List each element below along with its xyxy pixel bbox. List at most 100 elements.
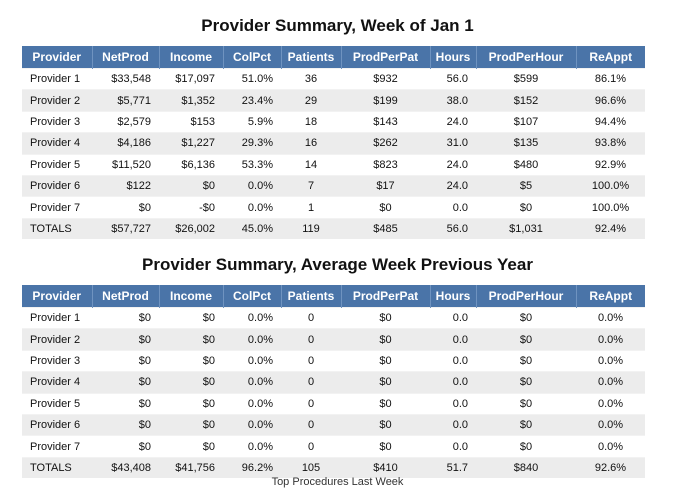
table-cell: 0.0% <box>576 392 645 415</box>
table-cell: Provider 3 <box>22 349 92 372</box>
table-cell: Provider 5 <box>22 153 92 176</box>
table-cell: $840 <box>476 456 576 479</box>
table-cell: $6,136 <box>159 153 223 176</box>
table-cell: 0.0% <box>223 349 281 372</box>
table1-col-header: NetProd <box>92 46 160 69</box>
table-cell: $0 <box>341 392 430 415</box>
table-cell: 94.4% <box>576 110 645 133</box>
table-cell: 16 <box>281 132 341 155</box>
table1-col-header: ProdPerPat <box>341 46 431 69</box>
table2-col-header: ColPct <box>223 285 282 308</box>
table-cell: 0 <box>281 435 341 458</box>
table-row: Provider 4 $4,186 $1,227 29.3% 16 $262 31.0 $13… <box>22 132 645 155</box>
table-cell: $0 <box>476 306 576 329</box>
table-cell: 0.0 <box>430 328 476 351</box>
table-row: Provider 1 $33,548 $17,097 51.0% 36 $932 56.0 $… <box>22 67 645 90</box>
table-cell: 86.1% <box>576 67 645 90</box>
table-cell: $107 <box>476 110 576 133</box>
table-cell: 7 <box>281 174 341 197</box>
table-cell: $153 <box>159 110 223 133</box>
table-cell: 92.9% <box>576 153 645 176</box>
table-cell: 0.0% <box>576 349 645 372</box>
table-cell: 0.0% <box>223 328 281 351</box>
table-cell: $17,097 <box>159 67 223 90</box>
table-cell: 96.6% <box>576 89 645 112</box>
table-cell: $2,579 <box>92 110 159 133</box>
table-cell: 0.0 <box>430 371 476 394</box>
table-cell: 31.0 <box>430 132 476 155</box>
table-cell: 0.0% <box>223 392 281 415</box>
table-cell: $0 <box>92 413 159 436</box>
table1-col-header: Patients <box>281 46 342 69</box>
table-row: Provider 1 $0 $0 0.0% 0 $0 0.0 $0 0.0% <box>22 306 645 329</box>
table-cell: 0.0% <box>223 371 281 394</box>
table2-col-header: NetProd <box>92 285 160 308</box>
table-cell: $0 <box>92 392 159 415</box>
table-cell: 56.0 <box>430 217 476 240</box>
table2-body: Provider 1 $0 $0 0.0% 0 $0 0.0 $0 0.0% Provider 2… <box>22 306 645 479</box>
table-cell: 5.9% <box>223 110 281 133</box>
table-cell: 0.0 <box>430 349 476 372</box>
table-cell: $11,520 <box>92 153 159 176</box>
table-cell: $5,771 <box>92 89 159 112</box>
table1-body: Provider 1 $33,548 $17,097 51.0% 36 $932 56.0 $… <box>22 67 645 240</box>
table-cell: $0 <box>92 371 159 394</box>
table-cell: $0 <box>92 435 159 458</box>
table-cell: $0 <box>159 413 223 436</box>
table-cell: 0.0% <box>576 413 645 436</box>
provider-summary-prev-year-table: Provider NetProd Income ColPct Patients ProdP… <box>22 285 645 479</box>
table-cell: $135 <box>476 132 576 155</box>
table-cell: $0 <box>341 306 430 329</box>
table-cell: $0 <box>159 328 223 351</box>
table-cell: 38.0 <box>430 89 476 112</box>
table-row: Provider 7 $0 -$0 0.0% 1 $0 0.0 $0 100.0% <box>22 196 645 219</box>
table2-col-header: Patients <box>281 285 342 308</box>
table-row: Provider 4 $0 $0 0.0% 0 $0 0.0 $0 0.0% <box>22 371 645 394</box>
table-cell: 105 <box>281 456 341 479</box>
table-row: Provider 3 $2,579 $153 5.9% 18 $143 24.0 $107 94… <box>22 110 645 133</box>
table-cell: 93.8% <box>576 132 645 155</box>
table2-col-header: Income <box>159 285 224 308</box>
table-cell: 24.0 <box>430 110 476 133</box>
table-cell: 18 <box>281 110 341 133</box>
table-cell: $262 <box>341 132 430 155</box>
table-row: Provider 5 $11,520 $6,136 53.3% 14 $823 24.0 $4… <box>22 153 645 176</box>
table-cell: $410 <box>341 456 430 479</box>
table1-col-header: ReAppt <box>576 46 645 69</box>
table-cell: 23.4% <box>223 89 281 112</box>
table-cell: $5 <box>476 174 576 197</box>
table-cell: $0 <box>476 328 576 351</box>
table-cell: Provider 7 <box>22 196 92 219</box>
table-cell: 0 <box>281 306 341 329</box>
table-cell: $0 <box>159 392 223 415</box>
table-cell: 119 <box>281 217 341 240</box>
table2-header-row: Provider NetProd Income ColPct Patients ProdP… <box>22 285 645 308</box>
table-cell: $0 <box>159 174 223 197</box>
table2-title: Provider Summary, Average Week Previous … <box>142 255 533 274</box>
table-cell: 0.0% <box>576 328 645 351</box>
table-cell: 24.0 <box>430 153 476 176</box>
table1-col-header: Hours <box>430 46 477 69</box>
table-cell: 0.0% <box>576 371 645 394</box>
table-cell: $0 <box>92 328 159 351</box>
table-cell: $0 <box>341 349 430 372</box>
table-cell: 0.0% <box>223 413 281 436</box>
totals-row: TOTALS $57,727 $26,002 45.0% 119 $485 56.0 $1,0… <box>22 217 645 240</box>
table-cell: $0 <box>92 196 159 219</box>
table-cell: $0 <box>159 371 223 394</box>
table2-col-header: Provider <box>22 285 93 308</box>
table-cell: $1,031 <box>476 217 576 240</box>
table-cell: 0.0 <box>430 306 476 329</box>
table-cell: 0.0% <box>223 174 281 197</box>
table-cell: 14 <box>281 153 341 176</box>
table-cell: 100.0% <box>576 196 645 219</box>
table1-title: Provider Summary, Week of Jan 1 <box>201 16 474 35</box>
table-cell: 92.6% <box>576 456 645 479</box>
table-cell: $0 <box>92 349 159 372</box>
table-cell: Provider 4 <box>22 371 92 394</box>
table-cell: $0 <box>341 328 430 351</box>
table-cell: $0 <box>92 306 159 329</box>
table-cell: $0 <box>476 371 576 394</box>
table-cell: $480 <box>476 153 576 176</box>
table-cell: TOTALS <box>22 217 92 240</box>
